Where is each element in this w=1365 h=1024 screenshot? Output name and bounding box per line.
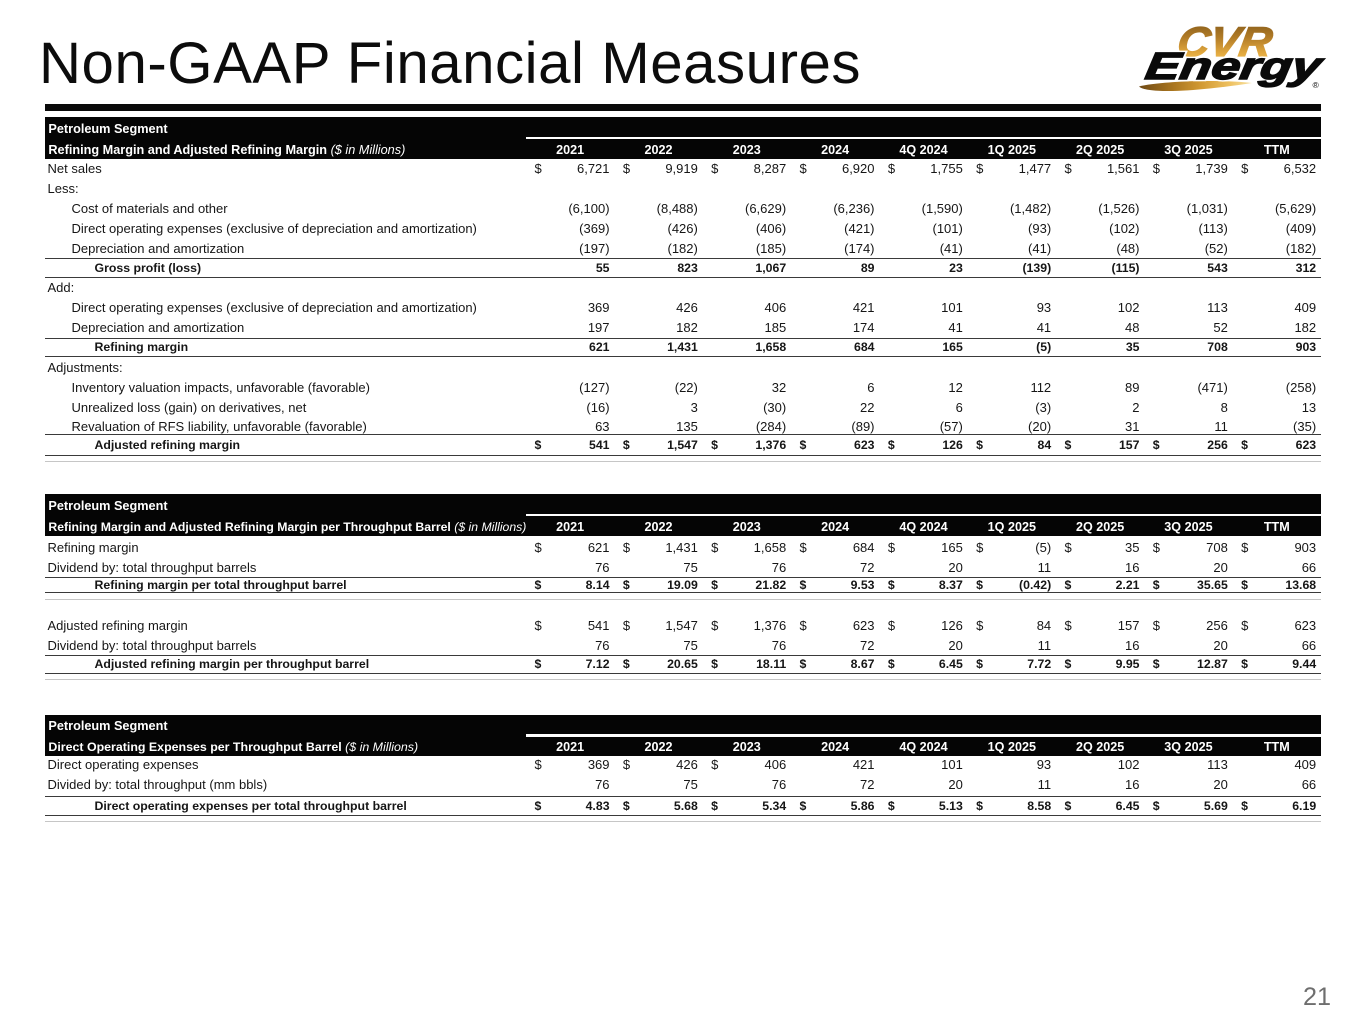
- svg-text:®: ®: [1313, 80, 1320, 90]
- svg-text:Energy: Energy: [1143, 45, 1327, 88]
- svg-text:CVR: CVR: [1174, 18, 1275, 65]
- svg-text:Energy: Energy: [1143, 45, 1327, 88]
